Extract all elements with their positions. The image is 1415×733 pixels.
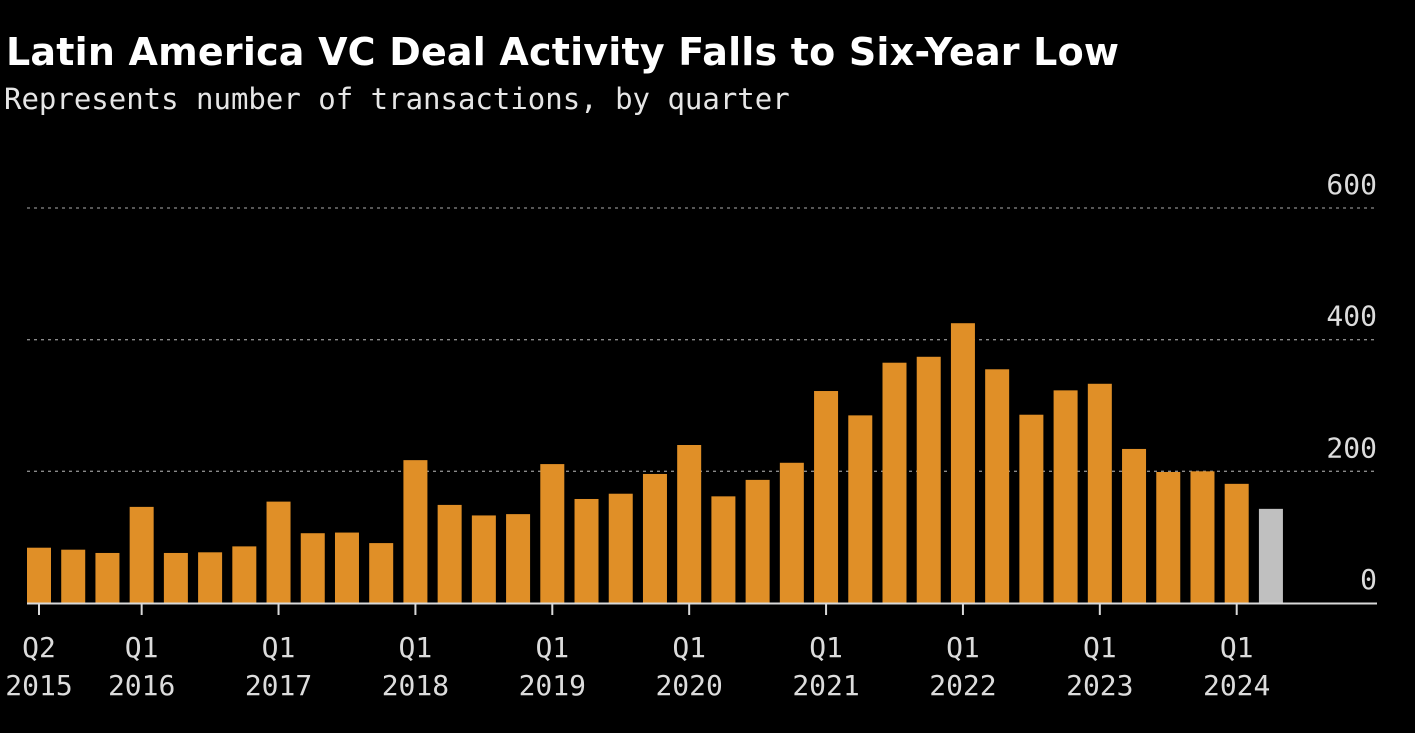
x-tick-quarter-2024: Q1 — [1220, 631, 1254, 664]
x-tick-quarter-2021: Q1 — [809, 631, 843, 664]
bar-q4-2023 — [1190, 471, 1215, 603]
x-tick-quarter-2015: Q2 — [22, 631, 56, 664]
x-tick-year-2016: 2016 — [108, 669, 175, 702]
bar-q1-2023 — [1087, 383, 1112, 603]
chart-subtitle: Represents number of transactions, by qu… — [4, 82, 790, 116]
bar-q1-2022 — [950, 323, 975, 603]
bar-q2-2016 — [163, 552, 188, 603]
x-tick-year-2018: 2018 — [382, 669, 449, 702]
x-tick-quarter-2018: Q1 — [399, 631, 433, 664]
x-tick-quarter-2019: Q1 — [535, 631, 569, 664]
x-tick-quarter-2020: Q1 — [672, 631, 706, 664]
bar-q3-2015 — [61, 549, 86, 603]
x-tick-year-2017: 2017 — [245, 669, 312, 702]
bar-q3-2021 — [882, 362, 907, 603]
x-tick-year-2020: 2020 — [655, 669, 722, 702]
bar-q4-2019 — [642, 473, 667, 603]
bar-q1-2024 — [1224, 483, 1249, 603]
bar-q3-2018 — [471, 515, 496, 603]
bar-q3-2017 — [334, 532, 359, 603]
y-axis-ticks: 0 200 400 600 — [1326, 168, 1377, 596]
bars — [27, 323, 1283, 603]
bar-q3-2023 — [1156, 471, 1181, 603]
bar-q4-2022 — [1053, 390, 1078, 603]
x-tick-year-2023: 2023 — [1066, 669, 1133, 702]
bar-q2-2022 — [985, 369, 1010, 603]
bar-q2-2015 — [27, 547, 51, 603]
bar-q1-2018 — [403, 460, 428, 603]
bar-q4-2016 — [232, 546, 257, 603]
x-tick-year-2022: 2022 — [929, 669, 996, 702]
bar-q2-2023 — [1122, 448, 1147, 603]
x-tick-quarter-2022: Q1 — [946, 631, 980, 664]
chart-title: Latin America VC Deal Activity Falls to … — [6, 30, 1120, 74]
bar-q3-2016 — [198, 552, 223, 603]
y-tick-label-0: 0 — [1360, 563, 1377, 596]
x-axis-ticks: Q2 2015 Q1 2016 Q1 2017 Q1 2018 Q1 2019 Q1 2020 Q1 20… — [5, 604, 1270, 702]
bar-q2-2017 — [300, 533, 325, 603]
bar-q2-2020 — [711, 496, 736, 603]
bar-q4-2018 — [506, 514, 531, 603]
x-tick-quarter-2017: Q1 — [262, 631, 296, 664]
bar-q4-2017 — [369, 543, 394, 603]
x-tick-quarter-2023: Q1 — [1083, 631, 1117, 664]
bar-q1-2017 — [266, 501, 291, 603]
y-tick-label-600: 600 — [1326, 168, 1377, 201]
bar-q1-2021 — [814, 391, 839, 603]
bar-q2-2019 — [574, 498, 599, 603]
x-tick-quarter-2016: Q1 — [125, 631, 159, 664]
bar-q2-2021 — [848, 415, 873, 603]
bar-q4-2015 — [95, 552, 120, 603]
bar-q1-2020 — [677, 445, 702, 603]
bar-q2-2018 — [437, 504, 462, 603]
bar-q3-2022 — [1019, 414, 1044, 603]
x-tick-year-2021: 2021 — [792, 669, 859, 702]
bar-q3-2019 — [608, 493, 633, 603]
x-tick-year-2019: 2019 — [519, 669, 586, 702]
x-tick-year-2024: 2024 — [1203, 669, 1270, 702]
bar-q3-2020 — [745, 479, 770, 603]
y-tick-label-400: 400 — [1326, 300, 1377, 333]
y-tick-label-200: 200 — [1326, 431, 1377, 464]
bar-q2-2024 — [1258, 508, 1283, 603]
bar-q1-2019 — [540, 464, 565, 603]
x-tick-year-2015: 2015 — [5, 669, 72, 702]
bar-q1-2016 — [129, 506, 154, 603]
grid-lines — [27, 207, 1376, 472]
bar-q4-2021 — [916, 356, 941, 603]
bar-q4-2020 — [779, 462, 804, 603]
